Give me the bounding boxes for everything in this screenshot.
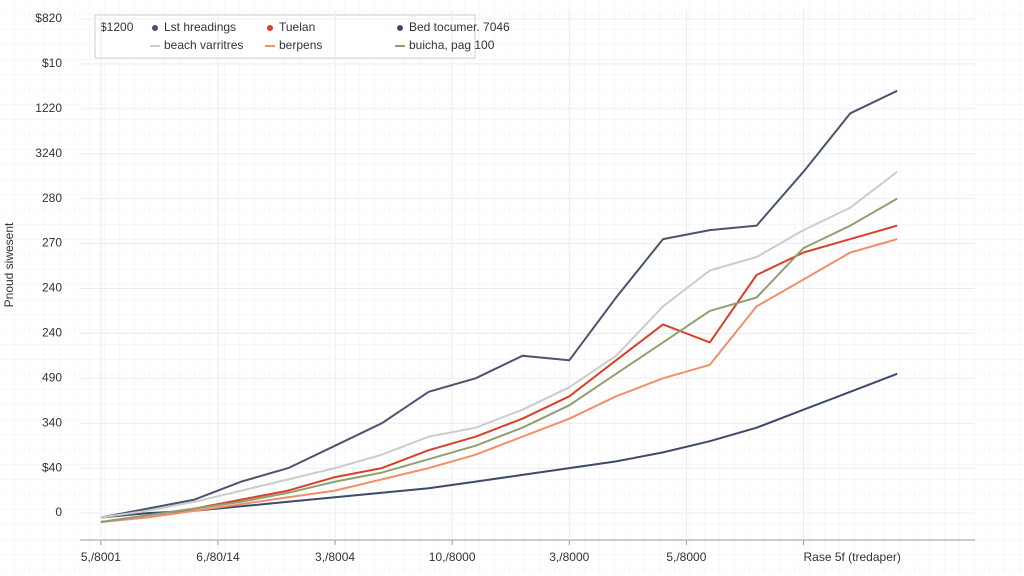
y-tick-label: $40 — [42, 460, 62, 474]
x-tick-label: Rase 5f (tredaper) — [803, 550, 900, 564]
y-tick-label: 3240 — [35, 146, 62, 160]
series-line — [100, 372, 898, 519]
y-tick-label: 280 — [42, 191, 62, 205]
legend-label: berpens — [279, 38, 322, 52]
x-tick-label: 10,/8000 — [429, 550, 476, 564]
y-tick-label: 240 — [42, 281, 62, 295]
legend-label: buicha, pag 100 — [409, 38, 495, 52]
legend-swatch — [267, 25, 273, 31]
x-tick-label: 5,/8001 — [81, 550, 121, 564]
legend-label: Tuelan — [279, 20, 315, 34]
legend-swatch — [397, 25, 403, 31]
series-line — [100, 238, 898, 523]
legend-label: beach varritres — [164, 38, 243, 52]
legend-label: Lst hreadings — [164, 20, 236, 34]
legend-swatch — [152, 25, 158, 31]
series-line — [100, 89, 898, 519]
y-tick-label: 240 — [42, 326, 62, 340]
y-tick-label: 270 — [42, 236, 62, 250]
y-tick-label: $820 — [35, 11, 62, 25]
y-tick-label: 340 — [42, 415, 62, 429]
series-line — [100, 224, 898, 523]
series-line — [100, 197, 898, 523]
y-axis-label: Pnoud siwesent — [2, 222, 16, 307]
series-line — [100, 170, 898, 519]
x-tick-label: 5,/8000 — [666, 550, 706, 564]
y-tick-label: $10 — [42, 56, 62, 70]
legend-box — [94, 14, 476, 59]
y-tick-label: 0 — [55, 505, 62, 519]
x-tick-label: 3,/8004 — [315, 550, 355, 564]
legend-title: $1200 — [100, 20, 134, 34]
y-tick-label: 490 — [42, 370, 62, 384]
y-tick-label: 1220 — [35, 101, 62, 115]
x-tick-label: 6,/80/14 — [196, 550, 240, 564]
legend-label: Bed tocumer. 7046 — [409, 20, 510, 34]
x-tick-label: 3,/8000 — [549, 550, 589, 564]
